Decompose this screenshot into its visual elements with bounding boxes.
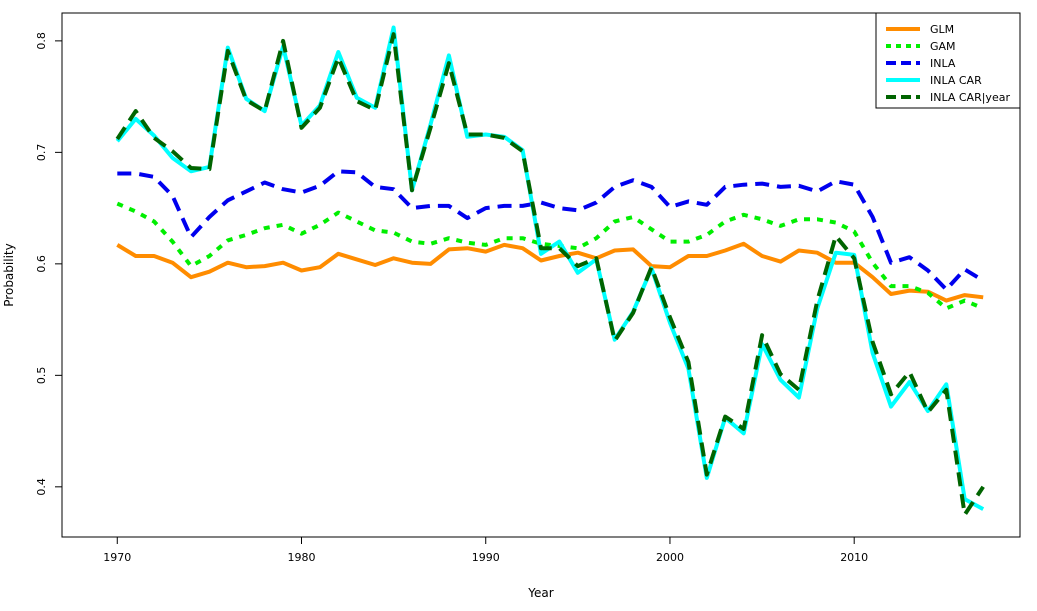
y-axis: 0.4 0.5 0.6 0.7 0.8 — [35, 32, 62, 496]
legend-label: INLA CAR|year — [930, 91, 1010, 104]
legend-label: GAM — [930, 40, 956, 53]
y-tick-label: 0.4 — [35, 478, 48, 496]
legend-label: INLA — [930, 57, 956, 70]
legend-label: GLM — [930, 23, 954, 36]
series-line-inla-car-year — [115, 32, 985, 517]
y-axis-title: Probability — [2, 243, 16, 306]
y-tick-label: 0.8 — [35, 32, 48, 50]
legend-label: INLA CAR — [930, 74, 982, 87]
x-axis: 1970 1980 1990 2000 2010 — [103, 537, 868, 564]
legend: GLM GAM INLA INLA CAR INLA CAR|year — [875, 12, 1021, 109]
series-layer — [115, 25, 985, 517]
series-line-glm — [116, 241, 984, 303]
x-tick-label: 2010 — [840, 551, 868, 564]
x-tick-label: 1970 — [103, 551, 131, 564]
x-tick-label: 1980 — [288, 551, 316, 564]
x-axis-title: Year — [527, 586, 553, 600]
x-tick-label: 1990 — [472, 551, 500, 564]
plot-frame — [61, 12, 1021, 538]
y-tick-label: 0.7 — [35, 144, 48, 162]
y-tick-label: 0.6 — [35, 255, 48, 273]
series-line-gam — [116, 201, 984, 311]
series-line-inla — [117, 169, 985, 292]
y-tick-label: 0.5 — [35, 367, 48, 385]
x-tick-label: 2000 — [656, 551, 684, 564]
